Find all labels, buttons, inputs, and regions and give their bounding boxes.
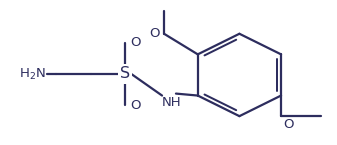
Text: S: S (120, 66, 130, 81)
Text: O: O (130, 36, 141, 49)
Text: H$_2$N: H$_2$N (19, 66, 46, 81)
Text: O: O (130, 99, 141, 112)
Text: O: O (150, 27, 160, 40)
Text: NH: NH (162, 96, 182, 109)
Text: O: O (283, 118, 294, 131)
